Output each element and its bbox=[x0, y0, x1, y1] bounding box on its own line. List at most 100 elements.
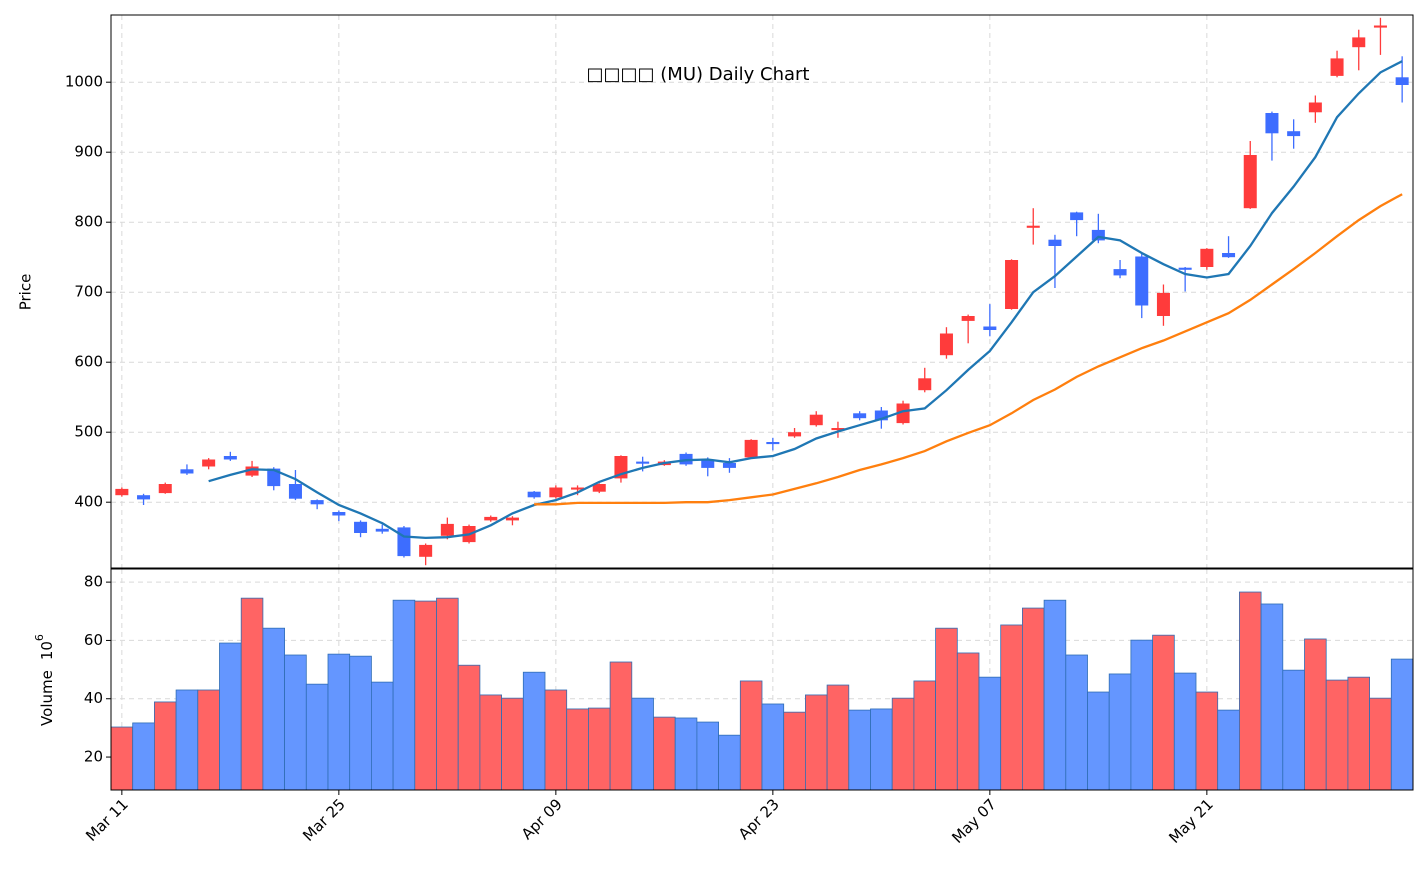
volume-bar bbox=[566, 708, 589, 791]
scale-exponent: 6 bbox=[33, 634, 46, 641]
volume-bar bbox=[501, 697, 524, 791]
y-tick-label: 800 bbox=[74, 213, 103, 231]
volume-bar bbox=[1000, 624, 1023, 791]
y-axis-label: Price bbox=[17, 274, 35, 311]
volume-bar bbox=[284, 654, 307, 791]
volume-bar bbox=[696, 721, 720, 791]
y-tick-label: 600 bbox=[74, 353, 103, 371]
volume-bar bbox=[718, 734, 741, 791]
candle-body bbox=[1005, 260, 1019, 309]
x-tick-label: Apr 09 bbox=[518, 795, 566, 843]
candle-body bbox=[571, 487, 585, 490]
volume-bar bbox=[870, 708, 893, 791]
candle-body bbox=[1178, 267, 1192, 270]
candle-body bbox=[1222, 253, 1236, 258]
candle-body bbox=[1070, 212, 1084, 221]
candle-body bbox=[375, 528, 389, 532]
candle-body bbox=[223, 456, 237, 460]
candle-body bbox=[636, 461, 650, 464]
candle-body bbox=[1373, 25, 1387, 28]
moving-average-line bbox=[208, 60, 1403, 540]
candle-body bbox=[288, 484, 302, 499]
volume-bar bbox=[132, 722, 155, 791]
candle-body bbox=[332, 512, 346, 516]
candle-body bbox=[1135, 256, 1149, 306]
candle-body bbox=[527, 491, 541, 498]
candle-body bbox=[440, 523, 454, 536]
volume-bar bbox=[1282, 669, 1305, 791]
candle-body bbox=[202, 459, 216, 467]
volume-label: Volume bbox=[38, 670, 56, 726]
volume-frame bbox=[110, 568, 1414, 791]
x-tick-label: Mar 11 bbox=[82, 795, 132, 845]
candle-body bbox=[354, 521, 368, 533]
candle-body bbox=[766, 442, 780, 445]
price-frame bbox=[110, 14, 1414, 569]
candle-body bbox=[1113, 269, 1127, 276]
volume-bar bbox=[674, 717, 698, 791]
volume-bar bbox=[349, 655, 372, 791]
y-tick-label: 700 bbox=[74, 283, 103, 301]
y-tick-label: 500 bbox=[74, 423, 103, 441]
volume-bar bbox=[240, 597, 264, 791]
chart-title: □□□□ (MU) Daily Chart bbox=[587, 64, 810, 85]
candle-body bbox=[983, 326, 997, 330]
candle-body bbox=[896, 403, 910, 424]
volume-bar bbox=[1043, 599, 1067, 791]
candle-body bbox=[1156, 292, 1170, 316]
candle-body bbox=[267, 468, 281, 487]
candle-body bbox=[874, 410, 888, 421]
candle-body bbox=[1330, 58, 1344, 76]
candle-body bbox=[1243, 155, 1257, 209]
x-tick-label: May 21 bbox=[1165, 795, 1217, 847]
volume-bar bbox=[262, 627, 285, 791]
candle-body bbox=[831, 428, 845, 431]
volume-bar bbox=[153, 701, 177, 791]
y-tick-label: 20 bbox=[84, 748, 103, 766]
candle-body bbox=[1200, 248, 1214, 267]
moving-average-line bbox=[534, 193, 1403, 506]
candle-body bbox=[961, 316, 975, 321]
candle-body bbox=[1287, 131, 1301, 137]
volume-bar bbox=[1152, 634, 1175, 791]
volume-bar bbox=[1108, 673, 1132, 791]
volume-bar bbox=[436, 597, 459, 791]
candle-body bbox=[245, 466, 259, 476]
candle-body bbox=[788, 432, 802, 437]
candle-body bbox=[484, 516, 498, 521]
volume-bar bbox=[1130, 639, 1154, 791]
y-tick-label: 40 bbox=[84, 689, 103, 707]
y-tick-label: 80 bbox=[84, 573, 103, 591]
volume-bar bbox=[761, 703, 785, 791]
volume-bar bbox=[1087, 691, 1110, 791]
volume-bar bbox=[631, 697, 654, 791]
volume-bar bbox=[414, 600, 437, 791]
volume-bar bbox=[327, 653, 351, 791]
volume-bar bbox=[1390, 658, 1414, 791]
volume-bar bbox=[588, 707, 611, 791]
volume-bar bbox=[913, 680, 937, 791]
volume-bar bbox=[479, 694, 502, 791]
volume-bar bbox=[826, 684, 850, 791]
volume-bar bbox=[1260, 603, 1284, 791]
x-tick-label: May 07 bbox=[948, 795, 1000, 847]
candle-body bbox=[137, 495, 151, 500]
volume-bar bbox=[978, 676, 1002, 791]
volume-bar bbox=[935, 627, 958, 791]
volume-bar bbox=[739, 680, 763, 791]
volume-bar bbox=[522, 671, 546, 791]
candle-body bbox=[744, 439, 758, 458]
candle-body bbox=[939, 333, 953, 356]
candle-body bbox=[180, 469, 194, 474]
volume-bar bbox=[805, 694, 828, 791]
candle-body bbox=[158, 484, 172, 494]
candle-body bbox=[1308, 102, 1322, 113]
volume-bar bbox=[783, 711, 806, 791]
volume-bar bbox=[1325, 679, 1349, 791]
volume-bar bbox=[1239, 591, 1262, 791]
volume-bar bbox=[891, 697, 915, 791]
volume-bar bbox=[305, 683, 329, 791]
candle-body bbox=[1395, 77, 1409, 85]
candle-body bbox=[549, 487, 563, 498]
x-tick-label: Apr 23 bbox=[735, 795, 783, 843]
